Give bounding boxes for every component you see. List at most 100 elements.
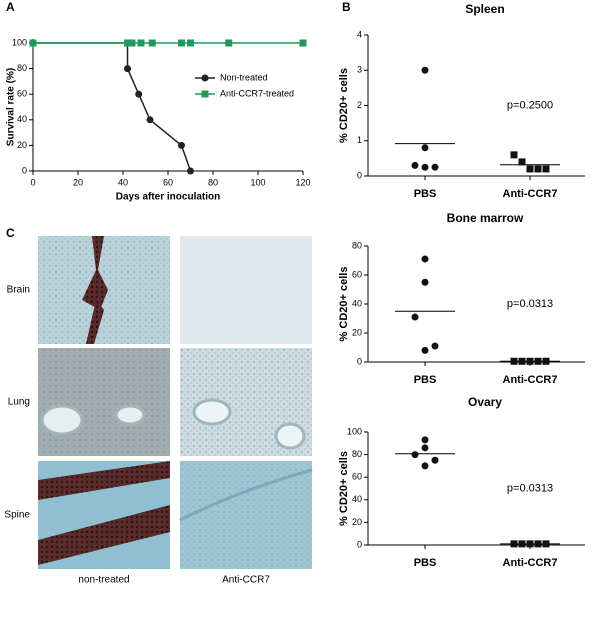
panel-label: C xyxy=(6,226,15,240)
row-label: Brain xyxy=(7,285,30,296)
marker xyxy=(510,357,518,365)
annotation: p=0.2500 xyxy=(507,99,553,111)
marker xyxy=(526,357,534,365)
marker xyxy=(421,436,429,444)
x-tick-label: 0 xyxy=(30,177,35,187)
panel-label: B xyxy=(342,0,351,14)
category-label: Anti-CCR7 xyxy=(503,557,558,569)
category-label: Anti-CCR7 xyxy=(503,188,558,200)
category-label: PBS xyxy=(414,374,437,386)
y-tick-label: 40 xyxy=(352,494,362,504)
marker xyxy=(421,444,429,452)
marker xyxy=(187,39,194,47)
legend-label: Anti-CCR7-treated xyxy=(220,88,294,98)
chart-title: Ovary xyxy=(468,395,502,409)
y-tick-label: 0 xyxy=(357,170,362,180)
y-tick-label: 60 xyxy=(17,89,27,99)
legend-label: Non-treated xyxy=(220,72,268,82)
airway xyxy=(114,404,146,426)
histology xyxy=(38,236,313,569)
y-tick-label: 80 xyxy=(17,63,27,73)
marker xyxy=(431,342,439,350)
y-tick-label: 100 xyxy=(12,37,27,47)
marker xyxy=(135,90,143,98)
tissue xyxy=(82,236,108,344)
x-tick-label: 80 xyxy=(208,177,218,187)
marker xyxy=(146,116,154,124)
tissue xyxy=(38,461,170,500)
category-label: PBS xyxy=(414,557,437,569)
marker xyxy=(518,540,526,548)
chart-title: Bone marrow xyxy=(447,211,524,225)
marker xyxy=(518,158,526,166)
x-tick-label: 20 xyxy=(73,177,83,187)
marker xyxy=(510,540,518,548)
marker xyxy=(225,39,233,47)
marker xyxy=(431,456,439,464)
y-tick-label: 60 xyxy=(352,472,362,482)
y-tick-label: 80 xyxy=(352,240,362,250)
marker xyxy=(431,163,439,171)
panel-label: A xyxy=(6,0,15,14)
y-axis-label: Survival rate (%) xyxy=(6,68,17,146)
marker xyxy=(124,65,131,73)
marker xyxy=(421,462,429,470)
y-axis-label: % CD20+ cells xyxy=(338,451,350,526)
x-axis-label: Days after inoculation xyxy=(116,192,220,203)
marker xyxy=(178,39,185,47)
marker xyxy=(421,278,429,286)
marker xyxy=(526,540,534,548)
marker xyxy=(542,540,550,548)
category-label: PBS xyxy=(414,188,437,200)
marker xyxy=(542,165,550,173)
marker xyxy=(178,141,185,149)
x-tick-label: 60 xyxy=(163,177,173,187)
y-tick-label: 1 xyxy=(357,135,362,145)
marker xyxy=(526,165,534,173)
annotation: p=0.0313 xyxy=(507,482,553,494)
y-tick-label: 0 xyxy=(22,165,27,175)
chart-title: Spleen xyxy=(465,2,504,16)
marker xyxy=(534,540,542,548)
tissue xyxy=(179,468,313,522)
y-tick-label: 0 xyxy=(357,539,362,549)
y-axis-label: % CD20+ cells xyxy=(338,68,350,143)
category-label: Anti-CCR7 xyxy=(503,374,558,386)
y-tick-label: 0 xyxy=(357,356,362,366)
marker xyxy=(29,39,37,47)
marker xyxy=(411,451,419,459)
marker xyxy=(421,255,429,263)
legend-marker xyxy=(201,74,209,82)
y-tick-label: 40 xyxy=(17,114,27,124)
y-tick-label: 100 xyxy=(347,426,362,436)
marker xyxy=(148,39,156,47)
marker xyxy=(542,357,550,365)
y-axis-label: % CD20+ cells xyxy=(338,267,350,342)
marker xyxy=(187,167,194,175)
annotation: p=0.0313 xyxy=(507,298,553,310)
marker xyxy=(421,144,429,152)
y-tick-label: 20 xyxy=(17,140,27,150)
marker xyxy=(510,151,518,159)
column-label: non-treated xyxy=(78,575,129,586)
marker xyxy=(421,346,429,354)
marker xyxy=(534,357,542,365)
image xyxy=(180,236,312,344)
marker xyxy=(137,39,145,47)
tissue xyxy=(38,505,170,565)
y-tick-label: 20 xyxy=(352,517,362,527)
image-texture xyxy=(180,461,312,569)
marker xyxy=(124,39,131,47)
marker xyxy=(421,66,429,74)
y-tick-label: 20 xyxy=(352,327,362,337)
y-tick-label: 80 xyxy=(352,449,362,459)
x-tick-label: 40 xyxy=(118,177,128,187)
airway xyxy=(274,422,306,450)
row-label: Spine xyxy=(4,510,30,521)
y-tick-label: 40 xyxy=(352,298,362,308)
y-tick-label: 60 xyxy=(352,269,362,279)
marker xyxy=(128,39,136,47)
airway xyxy=(192,398,232,426)
column-label: Anti-CCR7 xyxy=(222,575,270,586)
